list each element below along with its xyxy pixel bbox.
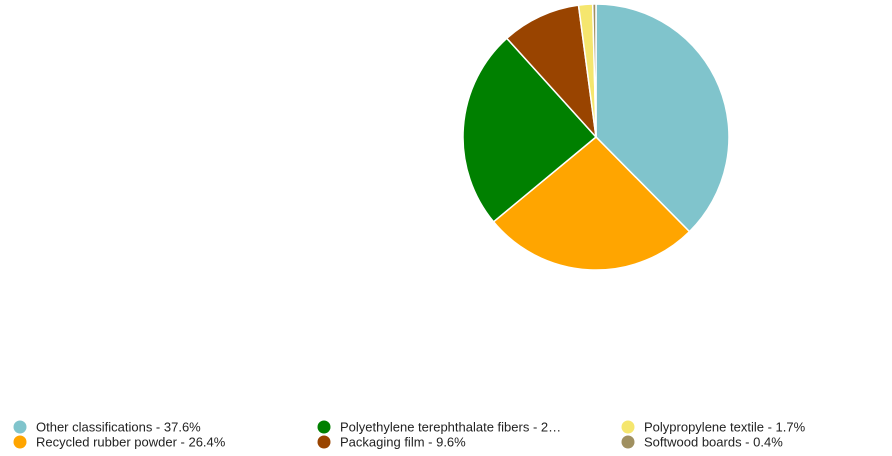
pie-slice-polyethylene-terephthalate-fibers[interactable] [462,37,597,223]
legend-label-recycled-rubber-powder: Recycled rubber powder - 26.4% [36,435,226,450]
legend-item-polyethylene-terephthalate-fibers[interactable]: Polyethylene terephthalate fibers - 2… [317,420,562,435]
legend-item-other-classifications[interactable]: Other classifications - 37.6% [13,420,202,435]
legend-swatch-other-classifications [13,420,27,434]
legend-swatch-recycled-rubber-powder [13,435,27,449]
legend: Other classifications - 37.6%Recycled ru… [13,420,806,450]
legend-label-softwood-boards: Softwood boards - 0.4% [644,435,783,450]
legend-label-polypropylene-textile: Polypropylene textile - 1.7% [644,420,806,435]
pie-slice-recycled-rubber-powder[interactable] [492,136,691,271]
pie-slice-other-classifications[interactable] [595,3,730,233]
legend-swatch-polypropylene-textile [621,420,635,434]
legend-item-polypropylene-textile[interactable]: Polypropylene textile - 1.7% [621,420,806,435]
legend-swatch-softwood-boards [621,435,635,449]
legend-swatch-polyethylene-terephthalate-fibers [317,420,331,434]
pie-slice-softwood-boards[interactable] [591,3,597,138]
legend-label-polyethylene-terephthalate-fibers: Polyethylene terephthalate fibers - 2… [340,420,561,435]
legend-item-recycled-rubber-powder[interactable]: Recycled rubber powder - 26.4% [13,435,226,450]
legend-label-packaging-film: Packaging film - 9.6% [340,435,466,450]
pie-slice-packaging-film[interactable] [506,4,597,138]
legend-item-packaging-film[interactable]: Packaging film - 9.6% [317,435,467,450]
legend-item-softwood-boards[interactable]: Softwood boards - 0.4% [621,435,784,450]
legend-label-other-classifications: Other classifications - 37.6% [36,420,201,435]
legend-swatch-packaging-film [317,435,331,449]
pie-slices [462,3,730,271]
